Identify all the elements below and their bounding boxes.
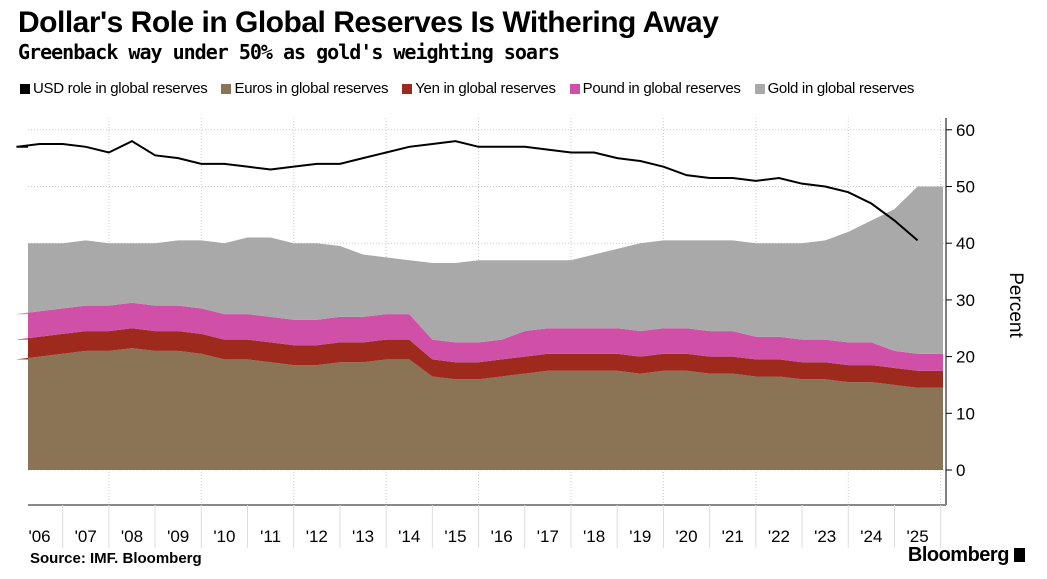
legend-item: USD role in global reserves [20, 80, 208, 97]
legend-item: Yen in global reserves [402, 80, 556, 97]
x-tick-label: '09 [167, 527, 189, 546]
legend-item: Gold in global reserves [754, 80, 915, 97]
y-tick-label: 40 [956, 234, 975, 253]
y-tick-label: 50 [956, 178, 975, 197]
x-tick-label: '22 [768, 527, 790, 546]
y-tick-label: 20 [956, 348, 975, 367]
y-tick-label: 0 [956, 461, 965, 480]
x-tick-label: '18 [583, 527, 605, 546]
x-tick-label: '10 [213, 527, 235, 546]
x-tick-label: '16 [491, 527, 513, 546]
legend-label: Gold in global reserves [767, 80, 915, 97]
legend-swatch [20, 83, 30, 94]
legend-swatch [569, 83, 580, 94]
x-tick-label: '11 [260, 527, 281, 546]
x-tick-label: '06 [28, 527, 50, 546]
legend-item: Pound in global reserves [569, 80, 741, 97]
x-tick-label: '12 [306, 527, 328, 546]
source-note: Source: IMF. Bloomberg [30, 550, 202, 567]
x-tick-label: '23 [814, 527, 836, 546]
x-tick-label: '15 [444, 527, 466, 546]
x-tick-label: '08 [121, 527, 143, 546]
legend-label: USD role in global reserves [33, 80, 208, 97]
legend-swatch [221, 83, 232, 94]
x-tick-label: '07 [75, 527, 97, 546]
y-tick-label: 30 [956, 291, 975, 310]
x-tick-label: '25 [907, 527, 929, 546]
bloomberg-logo: Bloomberg [908, 544, 1025, 567]
area-pound [16, 302, 944, 371]
legend: USD role in global reserves Euros in glob… [20, 80, 914, 97]
y-tick-label: 10 [956, 404, 975, 423]
y-axis-label: Percent [1005, 272, 1026, 338]
legend-swatch [402, 83, 413, 94]
legend-item: Euros in global reserves [221, 80, 389, 97]
x-tick-label: '21 [722, 527, 744, 546]
chart-title: Dollar's Role in Global Reserves Is With… [18, 6, 719, 39]
x-tick-label: '13 [352, 527, 374, 546]
chart-subtitle: Greenback way under 50% as gold's weight… [18, 40, 560, 64]
x-tick-label: '14 [398, 527, 420, 546]
x-tick-label: '17 [537, 527, 559, 546]
legend-label: Yen in global reserves [415, 80, 556, 97]
legend-label: Pound in global reserves [582, 80, 741, 97]
line-usd [16, 139, 919, 242]
brand-text: Bloomberg [907, 544, 1010, 566]
terminal-icon [1014, 548, 1025, 562]
x-tick-label: '20 [675, 527, 697, 546]
legend-swatch [754, 83, 765, 94]
y-tick-label: 60 [956, 121, 975, 140]
legend-label: Euros in global reserves [234, 80, 389, 97]
x-tick-label: '24 [860, 527, 882, 546]
x-tick-label: '19 [629, 527, 651, 546]
area-yen [16, 328, 944, 388]
area-gold [16, 186, 944, 354]
area-euros [16, 348, 944, 470]
